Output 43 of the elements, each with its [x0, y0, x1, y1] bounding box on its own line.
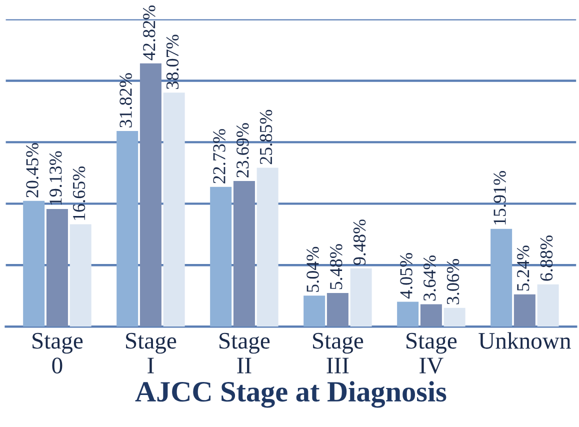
data-label: 9.48%	[353, 220, 366, 266]
data-label: 3.64%	[424, 255, 436, 301]
bar	[23, 200, 45, 327]
data-label: 5.24%	[517, 246, 530, 291]
data-label: 15.91%	[494, 171, 506, 224]
data-label: 3.06%	[446, 259, 460, 304]
data-label: 23.69%	[236, 123, 249, 178]
data-label: 42.82%	[143, 6, 156, 60]
x-tick-label: Unknown	[478, 332, 571, 349]
bar	[70, 224, 92, 327]
bar	[444, 308, 466, 327]
x-tick-label: Stage II	[220, 332, 270, 374]
data-label: 22.73%	[213, 129, 226, 184]
bar	[163, 92, 185, 327]
bar	[326, 292, 348, 327]
data-label: 4.05%	[400, 252, 412, 299]
bar	[140, 63, 162, 327]
x-tick-label: Stage IV	[406, 332, 457, 374]
bar	[420, 304, 442, 327]
x-tick-label: Stage 0	[32, 332, 83, 374]
data-label: 6.88%	[540, 236, 553, 281]
data-label: 38.07%	[166, 34, 179, 89]
bar	[514, 294, 536, 327]
bar	[256, 168, 278, 327]
bar	[304, 296, 326, 327]
data-label: 19.13%	[50, 151, 62, 205]
bar	[397, 302, 419, 327]
data-label: 5.48%	[330, 244, 342, 290]
x-tick-label: Stage III	[313, 332, 364, 374]
data-label: 16.65%	[72, 166, 86, 220]
bar	[46, 209, 68, 327]
data-label: 25.85%	[260, 110, 272, 164]
bar	[116, 131, 138, 327]
x-axis-title: AJCC Stage at Diagnosis	[135, 381, 446, 408]
bar	[350, 268, 372, 327]
data-label: 20.45%	[26, 143, 38, 198]
data-label: 5.04%	[306, 246, 319, 292]
bar	[233, 180, 255, 327]
bar	[490, 228, 512, 327]
bar	[210, 186, 232, 327]
data-label: 31.82%	[120, 73, 132, 128]
bar	[537, 284, 559, 327]
x-tick-label: Stage I	[126, 332, 176, 374]
